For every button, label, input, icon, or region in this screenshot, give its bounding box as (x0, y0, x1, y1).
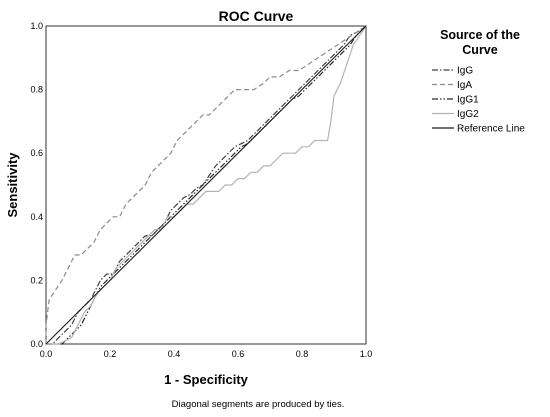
y-tick-label: 0.2 (30, 275, 43, 285)
plot-frame (45, 25, 367, 345)
y-tick-label: 0.4 (30, 212, 43, 222)
x-axis-label: 1 - Specificity (164, 372, 249, 387)
legend-title-line-2: Curve (462, 43, 497, 57)
series-igg1-line (46, 25, 367, 345)
roc-curves (45, 25, 367, 345)
x-tick-label: 0.8 (296, 349, 309, 359)
y-tick-label: 1.0 (30, 21, 43, 31)
legend-label: IgG (457, 66, 473, 77)
x-tick-label: 0.0 (40, 349, 53, 359)
footnote: Diagonal segments are produced by ties. (172, 399, 345, 410)
x-tick-label: 0.6 (232, 349, 245, 359)
legend-title: Source of the (440, 28, 520, 42)
y-tick-label: 0.6 (30, 148, 43, 158)
series-reference-line-line (45, 25, 367, 345)
axis-ticks: 0.0 0.2 0.4 0.6 0.8 1.0 0.0 0.2 0.4 0.6 0.8 1.0 (30, 21, 372, 359)
legend-label: IgG2 (457, 109, 479, 120)
legend: Source of the Curve IgG IgA IgG1 IgG2 Refere… (432, 28, 525, 135)
y-tick-label: 0.0 (30, 339, 43, 349)
y-tick-label: 0.8 (30, 85, 43, 95)
legend-label: IgA (457, 80, 472, 91)
series-iga-line (45, 25, 367, 344)
x-tick-label: 0.2 (104, 349, 117, 359)
x-tick-label: 1.0 (360, 349, 373, 359)
legend-label: Reference Line (457, 124, 525, 135)
legend-label: IgG1 (457, 95, 479, 106)
x-tick-label: 0.4 (168, 349, 181, 359)
y-axis-label: Sensitivity (5, 152, 20, 218)
chart-title: ROC Curve (219, 8, 294, 24)
